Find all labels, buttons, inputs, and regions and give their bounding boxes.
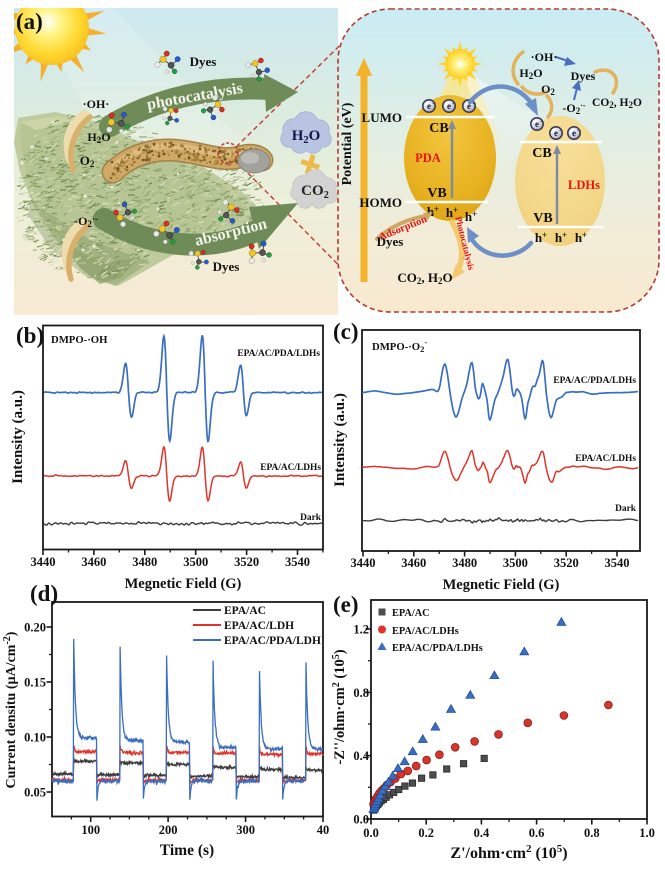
svg-text:3440: 3440 [351, 556, 376, 570]
svg-text:(b): (b) [16, 323, 44, 348]
svg-text:3540: 3540 [285, 555, 310, 569]
svg-text:EPA/AC/PDA/LDHs: EPA/AC/PDA/LDHs [237, 349, 320, 359]
svg-text:EPA/AC/LDHs: EPA/AC/LDHs [260, 463, 321, 473]
svg-text:0.10: 0.10 [24, 731, 46, 745]
svg-text:H2O: H2O [87, 130, 110, 145]
svg-text:·OH·: ·OH· [83, 97, 110, 111]
svg-text:VB: VB [533, 211, 552, 226]
svg-text:Dyes: Dyes [213, 259, 240, 274]
svg-text:EPA/AC/LDH: EPA/AC/LDH [224, 620, 294, 632]
svg-text:(a): (a) [16, 9, 43, 34]
svg-text:0.0: 0.0 [363, 826, 379, 840]
svg-text:H2O: H2O [519, 66, 542, 81]
svg-text:LUMO: LUMO [362, 110, 402, 125]
svg-text:Current densitu (µA/cm-2): Current densitu (µA/cm-2) [2, 631, 19, 788]
svg-text:Time (s): Time (s) [160, 842, 214, 859]
svg-text:1.0: 1.0 [639, 826, 655, 840]
svg-text:3440: 3440 [31, 555, 56, 569]
svg-text:-Z''/ohm·cm2 (105): -Z''/ohm·cm2 (105) [331, 649, 348, 764]
svg-text:Dyes: Dyes [571, 69, 596, 83]
svg-text:LDHs: LDHs [568, 178, 600, 192]
svg-text:EPA/AC: EPA/AC [392, 608, 430, 619]
svg-text:EPA/AC/LDHs: EPA/AC/LDHs [392, 626, 459, 637]
svg-text:0.15: 0.15 [24, 676, 46, 690]
svg-text:EPA/AC: EPA/AC [224, 605, 266, 617]
svg-text:Dyes: Dyes [190, 54, 217, 69]
svg-text:0.8: 0.8 [353, 686, 369, 700]
svg-text:CB: CB [429, 121, 448, 136]
svg-text:1.2: 1.2 [353, 623, 369, 637]
svg-text:(d): (d) [30, 581, 58, 606]
svg-text:PDA: PDA [415, 151, 441, 165]
svg-text:0.05: 0.05 [24, 786, 46, 800]
svg-text:·OH·: ·OH· [531, 50, 558, 64]
svg-text:CO2: CO2 [301, 183, 329, 201]
svg-text:VB: VB [427, 186, 446, 201]
svg-text:0.6: 0.6 [529, 826, 545, 840]
svg-text:Megnetic Field (G): Megnetic Field (G) [125, 576, 242, 592]
svg-text:Intensity (a.u.): Intensity (a.u.) [332, 393, 348, 487]
svg-text:3480: 3480 [452, 556, 477, 570]
svg-text:CO2, H2O: CO2, H2O [592, 97, 642, 110]
svg-text:HOMO: HOMO [359, 195, 402, 210]
svg-text:200: 200 [159, 823, 178, 837]
svg-text:40: 40 [317, 823, 330, 837]
svg-text:0.4: 0.4 [474, 826, 490, 840]
svg-text:EPA/AC/PDA/LDHs: EPA/AC/PDA/LDHs [553, 376, 636, 386]
svg-text:3460: 3460 [81, 555, 106, 569]
svg-text:Megnetic Field (G): Megnetic Field (G) [443, 577, 560, 593]
svg-text:0.8: 0.8 [584, 826, 600, 840]
svg-text:0.2: 0.2 [418, 826, 434, 840]
svg-text:Dark: Dark [615, 504, 637, 514]
svg-text:0.20: 0.20 [24, 621, 46, 635]
svg-text:3520: 3520 [234, 555, 259, 569]
svg-text:H2O: H2O [292, 128, 321, 146]
svg-text:Potential (eV): Potential (eV) [340, 102, 355, 185]
svg-text:3540: 3540 [605, 556, 630, 570]
svg-text:(c): (c) [333, 319, 359, 344]
svg-text:(e): (e) [333, 592, 359, 617]
svg-text:Intensity (a.u.): Intensity (a.u.) [10, 390, 26, 484]
svg-text:DMPO-·OH: DMPO-·OH [51, 334, 108, 346]
svg-text:3500: 3500 [183, 555, 208, 569]
svg-text:3480: 3480 [132, 555, 157, 569]
svg-text:Z'/ohm·cm2 (105): Z'/ohm·cm2 (105) [450, 843, 567, 862]
svg-text:3460: 3460 [401, 556, 426, 570]
svg-text:300: 300 [236, 823, 255, 837]
svg-text:3500: 3500 [503, 556, 528, 570]
svg-text:DMPO-·O2-: DMPO-·O2- [372, 337, 427, 354]
svg-text:0.0: 0.0 [353, 813, 369, 827]
svg-text:Dyes: Dyes [377, 234, 404, 249]
svg-text:CB: CB [532, 146, 551, 161]
svg-text:EPA/AC/LDHs: EPA/AC/LDHs [575, 454, 636, 464]
svg-text:EPA/AC/PDA/LDHs: EPA/AC/PDA/LDHs [392, 643, 483, 654]
svg-text:EPA/AC/PDA/LDH: EPA/AC/PDA/LDH [224, 635, 321, 647]
svg-text:CO2, H2O: CO2, H2O [397, 270, 452, 286]
svg-text:-O2·-: -O2·- [562, 101, 586, 116]
svg-text:100: 100 [81, 823, 100, 837]
svg-text:Dark: Dark [300, 513, 322, 523]
svg-text:3520: 3520 [554, 556, 579, 570]
svg-text:0.4: 0.4 [353, 749, 369, 763]
